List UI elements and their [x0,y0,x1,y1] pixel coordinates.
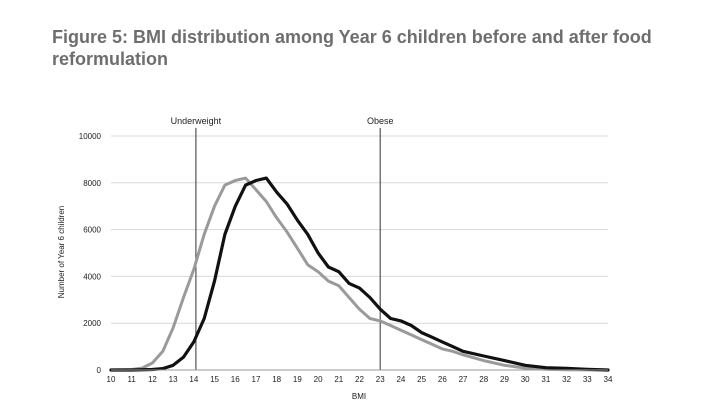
x-axis-title: BMI [352,392,366,401]
x-tick-label: 14 [189,375,198,384]
reference-line-label: Underweight [171,116,222,126]
grid-layer [111,135,608,324]
x-tick-label: 11 [128,375,137,384]
y-tick-label: 0 [97,366,102,375]
y-tick-label: 2000 [83,319,101,328]
y-axis-title: Number of Year 6 children [57,206,66,299]
x-tick-label: 24 [396,375,405,384]
x-tick-label: 33 [583,375,592,384]
series-line-1 [109,176,610,372]
y-tick-label: 8000 [83,179,101,188]
x-tick-label: 28 [479,375,488,384]
y-tick-label: 10000 [79,132,102,141]
y-tick-label: 4000 [83,272,101,281]
x-tick-label: 26 [438,375,447,384]
x-tick-label: 34 [604,375,613,384]
series-layer [109,176,610,372]
series-line-2 [109,176,610,372]
x-tick-label: 31 [541,375,550,384]
reference-line-label: Obese [367,116,394,126]
x-tick-label: 25 [417,375,426,384]
x-tick-label: 13 [169,375,178,384]
x-tick-label: 12 [148,375,157,384]
x-tick-label: 20 [314,375,323,384]
x-tick-label: 17 [252,375,261,384]
y-tick-label: 6000 [83,226,101,235]
x-tick-label: 18 [272,375,281,384]
axis-layer: 0 2000 4000 6000 8000 10000 10 11 12 13 14 15 16 17 18… [79,132,613,384]
x-tick-label: 16 [231,375,240,384]
x-tick-label: 21 [334,375,343,384]
chart-title: Figure 5: BMI distribution among Year 6 … [52,27,652,69]
x-tick-label: 23 [376,375,385,384]
x-tick-label: 10 [107,375,116,384]
x-tick-label: 30 [521,375,530,384]
reference-lines: Underweight Obese [171,116,394,370]
x-tick-label: 15 [210,375,219,384]
x-tick-label: 27 [459,375,468,384]
x-tick-label: 19 [293,375,302,384]
x-tick-label: 29 [500,375,509,384]
x-tick-label: 32 [562,375,571,384]
x-tick-label: 22 [355,375,364,384]
